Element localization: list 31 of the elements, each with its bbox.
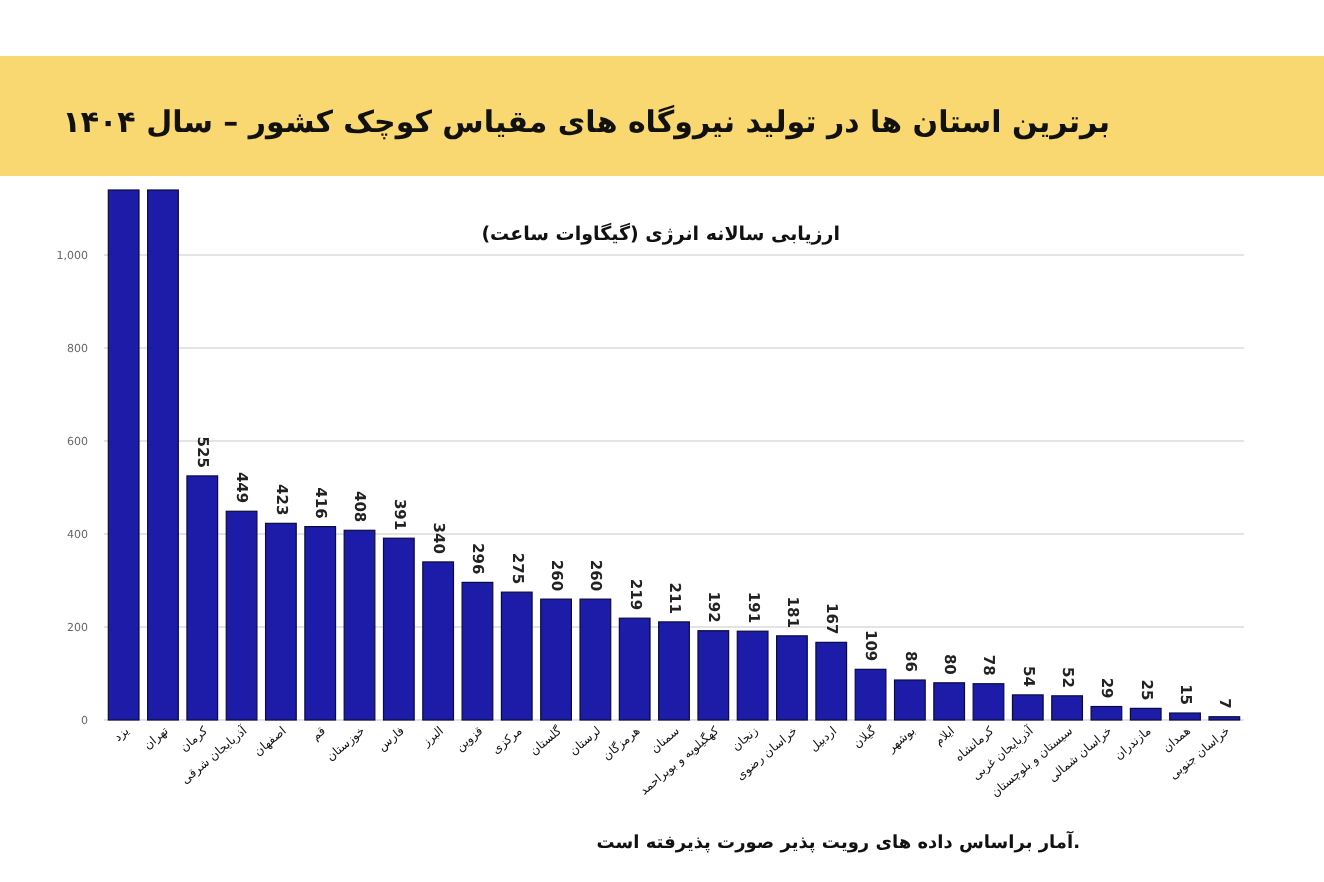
- bar: [264, 522, 297, 721]
- bar: [540, 598, 572, 721]
- text: آمار براساس داده های رویت پذیر صورت پذیرفته است.: [596, 830, 1080, 854]
- bar: [461, 581, 494, 721]
- bar: [343, 529, 376, 721]
- bar: [107, 189, 140, 721]
- bar: [736, 630, 769, 721]
- bar: [972, 683, 1005, 721]
- text: ارزیابی سالانه انرژی (گیگاوات ساعت): [481, 222, 840, 246]
- bar: [382, 537, 415, 721]
- bar: [304, 526, 337, 721]
- bar: [1090, 705, 1123, 721]
- bar: [1129, 707, 1162, 721]
- bar: [815, 641, 848, 721]
- bar: [579, 598, 612, 721]
- bar: [422, 561, 455, 721]
- bar: [697, 630, 730, 721]
- bar: [225, 510, 258, 721]
- bar: [186, 475, 219, 721]
- bar: [618, 617, 651, 721]
- bar: [658, 621, 690, 721]
- bar: [776, 635, 808, 721]
- bar: [893, 679, 926, 721]
- bar: [1169, 712, 1201, 721]
- bar: [500, 591, 533, 721]
- bar: [854, 668, 887, 721]
- bar: [1051, 695, 1084, 721]
- bar: [147, 189, 179, 721]
- chart-title: برترین استان ها در تولید نیروگاه های مقیاس کوچک کشور – سال ۱۴۰۴: [62, 104, 1110, 140]
- bar: [933, 682, 966, 721]
- bar: [1011, 694, 1044, 721]
